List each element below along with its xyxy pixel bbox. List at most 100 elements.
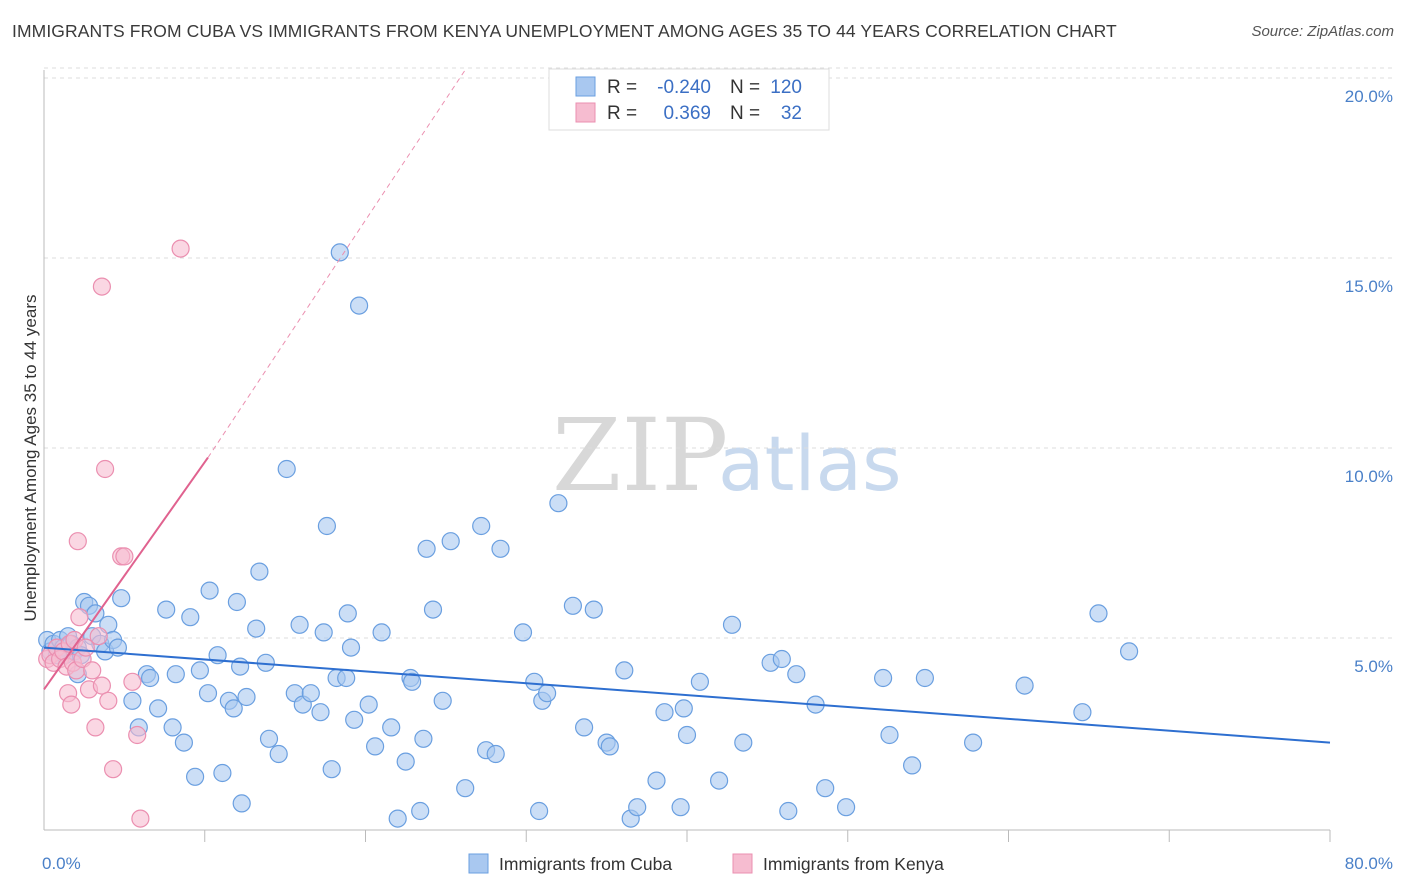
series-kenya xyxy=(38,239,190,828)
data-point-cuba xyxy=(709,771,729,790)
data-point-cuba xyxy=(615,661,634,680)
y-tick-labels: 5.0% 10.0% 15.0% 20.0% xyxy=(1345,87,1393,676)
data-point-cuba xyxy=(1119,642,1139,661)
y-tick-label: 5.0% xyxy=(1354,657,1393,676)
bottom-legend-label-cuba: Immigrants from Cuba xyxy=(499,854,672,874)
data-point-kenya xyxy=(95,459,115,479)
data-point-cuba xyxy=(1073,703,1092,722)
trend-line-cuba xyxy=(43,646,1331,744)
bottom-legend-swatch-cuba xyxy=(468,853,489,874)
data-point-cuba xyxy=(290,615,309,634)
source-label: Source: ZipAtlas.com xyxy=(1251,23,1394,40)
data-point-cuba xyxy=(200,581,219,600)
data-point-cuba xyxy=(647,771,666,790)
data-point-cuba xyxy=(563,596,583,615)
data-point-cuba xyxy=(330,243,349,262)
x-tick-label-max: 80.0% xyxy=(1345,854,1393,873)
data-point-cuba xyxy=(772,649,791,669)
x-tick-marks xyxy=(204,830,1331,842)
watermark-zip: ZIP xyxy=(552,397,728,514)
data-point-cuba xyxy=(186,767,205,786)
data-point-cuba xyxy=(382,718,401,737)
data-point-cuba xyxy=(902,756,922,775)
data-point-cuba xyxy=(337,668,356,688)
data-point-cuba xyxy=(123,691,142,710)
data-point-kenya xyxy=(171,239,190,258)
data-point-cuba xyxy=(486,744,505,764)
data-point-cuba xyxy=(873,668,893,688)
data-point-cuba xyxy=(491,539,510,558)
data-point-cuba xyxy=(403,672,422,691)
data-point-cuba xyxy=(690,672,710,691)
data-point-kenya xyxy=(131,809,150,828)
data-point-kenya xyxy=(123,672,142,691)
data-point-cuba xyxy=(677,725,697,745)
data-point-cuba xyxy=(350,296,369,315)
data-point-cuba xyxy=(388,809,407,828)
data-point-cuba xyxy=(816,779,835,798)
data-point-cuba xyxy=(314,623,333,642)
y-tick-label: 20.0% xyxy=(1345,87,1393,106)
data-point-cuba xyxy=(345,710,364,729)
data-point-cuba xyxy=(655,703,674,722)
data-point-cuba xyxy=(513,623,533,642)
y-tick-label: 15.0% xyxy=(1345,277,1393,296)
data-point-cuba xyxy=(269,744,288,764)
data-point-cuba xyxy=(396,752,415,771)
legend-box xyxy=(548,68,830,131)
data-point-cuba xyxy=(213,763,232,783)
data-point-cuba xyxy=(628,798,647,817)
correlation-legend: R = -0.240 N = 120 R = 0.369 N = 32 xyxy=(548,68,830,131)
series-legend: Immigrants from Cuba Immigrants from Ken… xyxy=(468,853,944,874)
data-point-kenya xyxy=(68,532,87,551)
data-point-cuba xyxy=(341,638,361,657)
legend-n-label-kenya: N = xyxy=(730,103,760,124)
legend-r-label-cuba: R = xyxy=(607,77,637,98)
data-point-cuba xyxy=(734,733,753,752)
data-point-cuba xyxy=(166,665,185,684)
data-point-cuba xyxy=(584,600,603,619)
watermark-atlas: atlas xyxy=(718,419,902,508)
legend-swatch-cuba xyxy=(575,76,596,97)
data-point-kenya xyxy=(128,725,147,745)
data-point-cuba xyxy=(237,687,256,707)
data-point-kenya xyxy=(89,627,108,646)
data-point-cuba xyxy=(836,798,856,817)
data-point-cuba xyxy=(537,684,557,703)
data-point-cuba xyxy=(163,718,182,737)
data-point-cuba xyxy=(250,562,269,581)
data-point-cuba xyxy=(915,668,935,688)
data-point-kenya xyxy=(115,547,134,566)
bottom-legend-label-kenya: Immigrants from Kenya xyxy=(763,854,944,874)
data-point-cuba xyxy=(574,718,594,737)
data-point-cuba xyxy=(174,733,193,752)
grid-lines xyxy=(44,67,1393,639)
data-point-cuba xyxy=(880,725,899,745)
data-point-cuba xyxy=(787,665,806,684)
data-point-cuba xyxy=(1015,676,1034,695)
data-point-cuba xyxy=(441,532,460,551)
data-point-cuba xyxy=(411,801,430,821)
data-point-cuba xyxy=(311,703,330,722)
data-point-cuba xyxy=(600,737,619,756)
data-point-cuba xyxy=(198,684,218,703)
data-point-kenya xyxy=(62,695,81,714)
data-point-kenya xyxy=(99,691,118,710)
data-point-kenya xyxy=(103,760,123,779)
data-point-cuba xyxy=(157,600,176,619)
data-point-cuba xyxy=(963,733,983,752)
legend-n-value-cuba: 120 xyxy=(770,77,802,98)
data-point-cuba xyxy=(149,699,168,718)
data-point-cuba xyxy=(141,668,160,688)
data-point-kenya xyxy=(70,608,89,627)
data-point-cuba xyxy=(722,615,742,634)
data-point-cuba xyxy=(359,695,378,714)
data-point-cuba xyxy=(277,459,296,479)
y-tick-label: 10.0% xyxy=(1345,467,1393,486)
data-point-cuba xyxy=(674,699,693,718)
x-tick-label-min: 0.0% xyxy=(42,854,81,873)
trend-line-kenya-extension xyxy=(207,69,466,458)
trend-lines xyxy=(43,69,1331,744)
legend-r-label-kenya: R = xyxy=(607,103,637,124)
data-point-cuba xyxy=(1089,604,1108,623)
